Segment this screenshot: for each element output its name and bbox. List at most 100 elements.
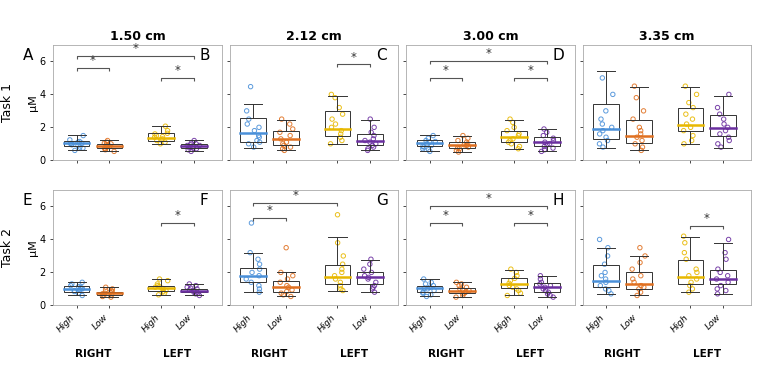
Point xyxy=(156,134,168,140)
Point xyxy=(162,278,174,283)
Point xyxy=(281,289,293,295)
Point xyxy=(504,116,516,122)
Point xyxy=(185,140,197,146)
Point xyxy=(602,245,614,251)
Point xyxy=(245,279,257,285)
Point xyxy=(284,132,296,138)
Bar xyxy=(678,108,704,131)
Point xyxy=(108,148,120,154)
Point xyxy=(240,276,252,282)
Point xyxy=(279,147,291,153)
Point xyxy=(187,288,200,294)
Bar xyxy=(710,115,736,136)
Point xyxy=(722,124,734,130)
Point xyxy=(463,288,475,294)
Point xyxy=(287,273,299,279)
Bar xyxy=(678,260,704,284)
Point xyxy=(637,144,649,150)
Point xyxy=(357,266,370,272)
Point xyxy=(192,290,204,296)
Point xyxy=(66,141,78,147)
Point xyxy=(282,276,294,282)
Bar xyxy=(534,137,559,147)
Point xyxy=(337,253,349,259)
Text: H: H xyxy=(552,193,564,208)
Point xyxy=(599,269,611,275)
Point xyxy=(684,283,696,289)
Point xyxy=(710,276,723,282)
Point xyxy=(275,269,287,275)
Point xyxy=(424,284,436,290)
Point xyxy=(506,284,518,290)
Bar xyxy=(501,131,527,142)
Point xyxy=(276,116,288,122)
Text: *: * xyxy=(485,192,491,205)
Point xyxy=(424,139,436,145)
Point xyxy=(74,144,86,150)
Point xyxy=(334,279,346,285)
Point xyxy=(154,141,166,147)
Point xyxy=(723,138,735,144)
Point xyxy=(538,144,550,150)
Point xyxy=(458,290,471,296)
Point xyxy=(181,142,194,148)
Point xyxy=(686,116,698,122)
Point xyxy=(194,292,206,298)
Point xyxy=(153,283,165,289)
Point xyxy=(274,129,286,135)
Point xyxy=(157,286,169,292)
Point xyxy=(184,287,196,293)
Point xyxy=(513,131,525,137)
Point xyxy=(106,289,118,295)
Point xyxy=(715,144,727,150)
Point xyxy=(720,288,732,294)
Point xyxy=(335,269,348,275)
Point xyxy=(541,142,553,148)
Point xyxy=(638,108,650,114)
Point xyxy=(66,142,78,148)
Point xyxy=(106,286,118,292)
Point xyxy=(190,283,202,289)
Point xyxy=(639,253,651,259)
Point xyxy=(452,138,464,144)
Point xyxy=(594,131,606,137)
Text: *: * xyxy=(90,54,96,67)
Point xyxy=(683,100,695,106)
Point xyxy=(594,237,606,243)
Point xyxy=(461,139,473,145)
Point xyxy=(98,292,110,298)
Point xyxy=(680,256,692,262)
Bar xyxy=(96,292,122,295)
Point xyxy=(723,237,735,243)
Point xyxy=(450,294,462,300)
Point xyxy=(332,240,344,246)
Point xyxy=(420,281,432,287)
Point xyxy=(76,285,88,291)
Text: F: F xyxy=(199,193,208,208)
Point xyxy=(277,292,289,298)
Text: *: * xyxy=(443,209,449,222)
Point xyxy=(274,279,286,285)
Point xyxy=(151,138,163,144)
Point xyxy=(687,132,699,138)
Point xyxy=(76,279,88,285)
Point xyxy=(244,250,257,256)
Point xyxy=(153,292,165,298)
Point xyxy=(77,145,89,151)
Point xyxy=(427,283,439,289)
Bar xyxy=(96,144,122,148)
Point xyxy=(512,288,524,294)
Point xyxy=(72,290,84,296)
Point xyxy=(99,287,112,293)
Text: *: * xyxy=(175,64,181,77)
Point xyxy=(638,284,650,290)
Point xyxy=(73,283,85,289)
Point xyxy=(462,144,474,150)
Point xyxy=(68,289,80,295)
Point xyxy=(329,121,342,127)
Point xyxy=(678,141,690,147)
Point xyxy=(594,141,606,147)
Point xyxy=(685,279,697,285)
Point xyxy=(243,141,255,147)
Point xyxy=(501,128,513,134)
